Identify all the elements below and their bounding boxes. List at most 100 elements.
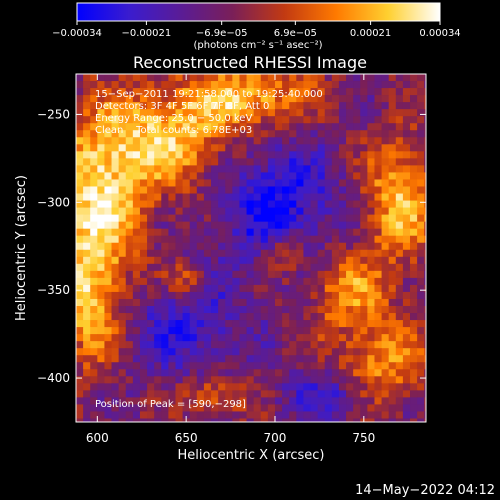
- heatmap-cell: [175, 306, 183, 314]
- heatmap-cell: [381, 242, 390, 251]
- heatmap-cell: [83, 95, 91, 103]
- heatmap-cell: [189, 291, 198, 300]
- heatmap-cell: [139, 109, 148, 117]
- heatmap-cell: [253, 263, 262, 272]
- heatmap-cell: [253, 397, 262, 405]
- heatmap-cell: [274, 130, 283, 138]
- heatmap-cell: [104, 284, 112, 293]
- heatmap-cell: [182, 355, 191, 363]
- heatmap-cell: [410, 355, 418, 363]
- heatmap-cell: [125, 200, 134, 208]
- heatmap-cell: [274, 270, 283, 279]
- heatmap-cell: [76, 214, 84, 223]
- heatmap-cell: [374, 327, 382, 335]
- heatmap-cell: [417, 144, 425, 152]
- heatmap-cell: [139, 320, 148, 328]
- heatmap-cell: [303, 102, 311, 110]
- heatmap-cell: [104, 355, 112, 363]
- heatmap-cell: [317, 116, 326, 124]
- heatmap-cell: [175, 404, 183, 412]
- heatmap-cell: [282, 341, 290, 349]
- heatmap-cell: [104, 313, 112, 321]
- heatmap-cell: [147, 404, 155, 412]
- heatmap-cell: [282, 172, 290, 180]
- heatmap-cell: [118, 418, 127, 423]
- heatmap-cell: [303, 179, 311, 187]
- heatmap-cell: [232, 200, 240, 208]
- heatmap-cell: [296, 109, 304, 117]
- heatmap-cell: [139, 341, 148, 349]
- heatmap-cell: [218, 151, 226, 159]
- heatmap-cell: [225, 306, 233, 314]
- heatmap-cell: [246, 390, 255, 398]
- heatmap-cell: [424, 207, 427, 216]
- heatmap-cell: [282, 193, 290, 201]
- heatmap-cell: [424, 334, 427, 342]
- heatmap-cell: [168, 158, 176, 166]
- heatmap-cell: [253, 376, 262, 384]
- heatmap-cell: [324, 270, 333, 279]
- heatmap-cell: [161, 95, 169, 103]
- heatmap-cell: [424, 151, 427, 159]
- heatmap-cell: [388, 404, 397, 412]
- heatmap-cell: [381, 74, 390, 82]
- heatmap-cell: [203, 200, 212, 208]
- heatmap-cell: [346, 404, 354, 412]
- heatmap-cell: [154, 235, 162, 244]
- heatmap-cell: [196, 81, 205, 89]
- heatmap-cell: [424, 313, 427, 321]
- heatmap-cell: [388, 341, 397, 349]
- heatmap-cell: [402, 341, 411, 349]
- heatmap-cell: [324, 390, 333, 398]
- heatmap-cell: [147, 221, 155, 230]
- colorbar-units: (photons cm⁻² s⁻¹ asec⁻²): [193, 40, 322, 51]
- heatmap-cell: [331, 242, 340, 251]
- heatmap-cell: [125, 88, 134, 96]
- heatmap-cell: [189, 179, 198, 187]
- heatmap-cell: [338, 88, 347, 96]
- heatmap-cell: [154, 277, 162, 286]
- heatmap-cell: [97, 172, 105, 180]
- heatmap-cell: [260, 334, 269, 342]
- heatmap-cell: [282, 186, 290, 194]
- heatmap-cell: [246, 109, 255, 117]
- heatmap-cell: [203, 411, 212, 419]
- heatmap-cell: [274, 404, 283, 412]
- heatmap-cell: [353, 130, 361, 138]
- heatmap-cell: [118, 151, 127, 159]
- heatmap-cell: [274, 165, 283, 173]
- heatmap-cell: [367, 151, 375, 159]
- heatmap-cell: [168, 165, 176, 173]
- heatmap-cell: [118, 376, 127, 384]
- heatmap-cell: [76, 390, 84, 398]
- heatmap-cell: [317, 74, 326, 82]
- heatmap-cell: [211, 277, 219, 286]
- heatmap-cell: [125, 172, 134, 180]
- heatmap-cell: [97, 341, 105, 349]
- heatmap-cell: [182, 334, 191, 342]
- heatmap-cell: [175, 123, 183, 131]
- heatmap-cell: [132, 369, 141, 377]
- heatmap-cell: [296, 404, 304, 412]
- heatmap-cell: [147, 376, 155, 384]
- heatmap-cell: [175, 369, 183, 377]
- heatmap-cell: [246, 193, 255, 201]
- heatmap-cell: [132, 362, 141, 370]
- heatmap-cell: [346, 200, 354, 208]
- heatmap-cell: [388, 200, 397, 208]
- heatmap-cell: [182, 369, 191, 377]
- heatmap-cell: [289, 81, 297, 89]
- heatmap-cell: [274, 313, 283, 321]
- heatmap-cell: [353, 277, 361, 286]
- heatmap-cell: [104, 320, 112, 328]
- heatmap-cell: [203, 291, 212, 300]
- heatmap-cell: [353, 320, 361, 328]
- heatmap-cell: [360, 341, 368, 349]
- heatmap-cell: [374, 270, 382, 279]
- heatmap-cell: [317, 207, 326, 216]
- heatmap-cell: [111, 74, 120, 82]
- heatmap-cell: [118, 200, 127, 208]
- heatmap-cell: [154, 186, 162, 194]
- heatmap-cell: [367, 320, 375, 328]
- heatmap-cell: [402, 263, 411, 272]
